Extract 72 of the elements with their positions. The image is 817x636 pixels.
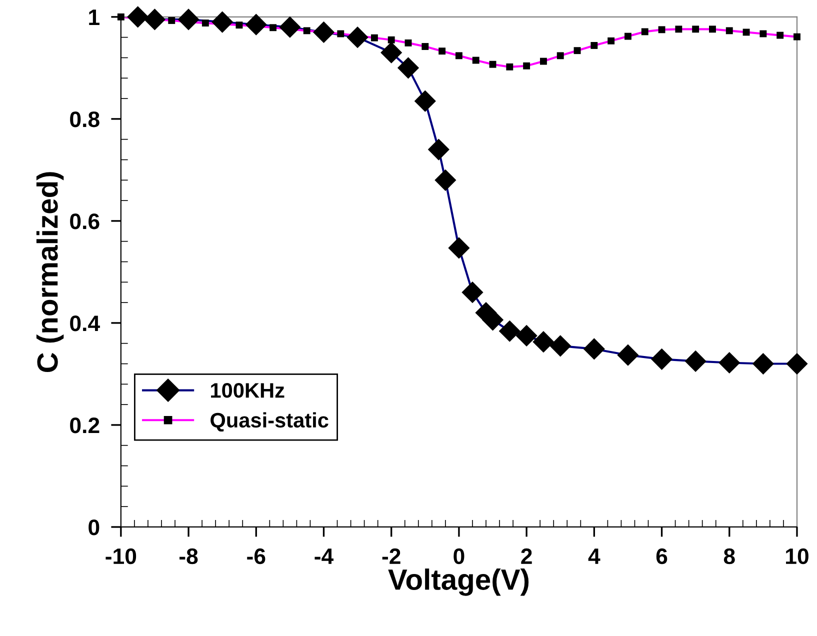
point [489,60,496,68]
point [590,42,598,49]
point [574,47,581,54]
point [684,350,706,372]
point [337,30,344,38]
point [617,344,639,366]
x-tick-label: -8 [180,548,198,564]
point [742,28,750,36]
point [380,42,402,64]
point [506,63,514,70]
x-tick-label: 4 [588,548,600,564]
point [448,237,470,259]
y-tick-label: 0.2 [70,418,100,434]
point [428,138,450,160]
point [202,20,209,27]
x-tick-label: 10 [786,548,808,564]
point [422,43,429,50]
x-axis-title: Voltage(V) [388,568,529,596]
point [608,37,615,44]
y-tick-label: 0.6 [70,213,100,230]
point [540,58,547,65]
point [117,13,124,20]
point [370,34,378,42]
point [168,17,176,24]
point [718,352,740,374]
point [556,52,564,60]
point [709,26,716,33]
x-tick-label: 8 [724,548,735,564]
point [650,348,673,370]
point [583,338,605,360]
point [438,48,446,55]
x-tick-label: -10 [106,548,136,564]
legend-label: 100KHz [211,383,284,398]
point [397,57,420,79]
y-tick-label: 0.8 [70,111,100,128]
point [658,26,666,34]
point [776,32,784,39]
point [404,39,412,46]
point [516,324,538,347]
point [624,32,632,40]
point [760,30,767,38]
point [472,56,480,64]
y-tick-label: 0 [88,520,100,536]
point [270,24,277,32]
y-axis-title: C (normalized) [36,172,64,372]
point [794,33,800,40]
point [236,22,243,29]
x-tick-label: -4 [314,548,334,564]
x-tick-label: 2 [521,548,532,564]
y-tick-label: 1 [89,10,100,25]
point [641,28,648,36]
x-tick-label: -2 [382,548,400,564]
point [462,282,484,304]
y-tick-label: 0.4 [70,315,100,332]
point [434,169,456,191]
point [455,52,462,60]
point [675,26,682,33]
x-tick-label: -6 [247,548,266,564]
x-tick-label: 6 [656,548,668,564]
point [692,26,700,33]
point [550,335,572,357]
point [498,320,520,342]
point [414,90,436,112]
point [752,352,774,375]
x-tick-label: 0 [454,548,464,564]
point [303,27,310,34]
legend-label: Quasi-static [210,412,328,432]
point [388,36,395,44]
point [726,27,733,34]
point [523,62,530,70]
point [786,352,808,375]
point [532,331,554,353]
